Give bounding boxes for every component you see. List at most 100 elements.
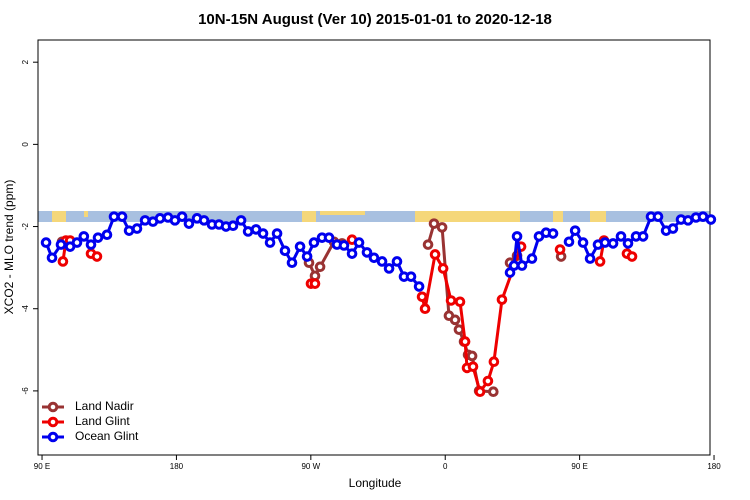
- point: [437, 263, 449, 274]
- point: [577, 237, 589, 248]
- legend-marker: [47, 401, 59, 413]
- point: [131, 223, 143, 234]
- point: [376, 256, 388, 267]
- point: [705, 214, 717, 225]
- point: [198, 215, 210, 226]
- point: [279, 245, 291, 257]
- point: [257, 228, 269, 239]
- y-tick-label: -2: [21, 222, 30, 230]
- point: [78, 231, 90, 242]
- point: [436, 222, 448, 233]
- point: [301, 251, 313, 262]
- x-tick-label: 180: [707, 462, 721, 471]
- x-tick-label: 90 E: [34, 462, 50, 471]
- point: [526, 253, 538, 264]
- legend-label: Ocean Glint: [75, 429, 139, 443]
- point: [309, 278, 321, 289]
- point: [361, 247, 373, 258]
- legend-marker: [47, 416, 59, 428]
- point: [55, 239, 67, 250]
- point: [40, 237, 52, 248]
- point: [413, 281, 425, 292]
- point: [183, 218, 195, 229]
- point: [271, 228, 283, 239]
- point: [391, 256, 403, 267]
- point: [101, 229, 113, 241]
- y-axis-label: XCO2 - MLO trend (ppm): [2, 180, 16, 315]
- y-tick-label: 0: [21, 142, 30, 147]
- point: [116, 211, 128, 222]
- x-tick-label: 0: [443, 462, 448, 471]
- chart-title: 10N-15N August (Ver 10) 2015-01-01 to 20…: [198, 11, 552, 28]
- point: [584, 253, 596, 264]
- point: [383, 263, 395, 274]
- land-patch: [553, 211, 563, 222]
- point: [428, 218, 440, 229]
- point: [637, 231, 649, 242]
- point: [459, 336, 471, 347]
- legend-label: Land Glint: [75, 414, 130, 428]
- point: [563, 236, 575, 248]
- point: [594, 256, 606, 267]
- point: [422, 239, 434, 250]
- land-patch: [302, 211, 316, 222]
- y-tick-label: -6: [21, 387, 30, 395]
- land-patch: [590, 211, 606, 222]
- point: [416, 291, 428, 303]
- point: [308, 237, 320, 248]
- point: [599, 237, 611, 248]
- land-patch: [415, 211, 520, 222]
- point: [368, 252, 380, 264]
- point: [474, 386, 486, 398]
- point: [554, 244, 566, 255]
- legend-label: Land Nadir: [75, 399, 134, 413]
- point: [85, 239, 97, 250]
- point: [154, 213, 166, 224]
- point: [467, 361, 479, 372]
- point: [91, 251, 103, 262]
- point: [346, 248, 358, 259]
- point: [488, 356, 500, 368]
- point: [429, 249, 441, 260]
- point: [482, 375, 494, 387]
- point: [449, 314, 461, 326]
- point: [323, 232, 335, 243]
- point: [445, 295, 457, 306]
- point: [294, 241, 306, 252]
- point: [108, 211, 120, 222]
- point: [264, 237, 276, 248]
- point: [338, 240, 350, 251]
- point: [622, 238, 634, 249]
- point: [466, 350, 478, 362]
- point: [57, 256, 69, 267]
- map-strip: [38, 211, 710, 222]
- point: [547, 228, 559, 239]
- point: [92, 232, 104, 243]
- point: [667, 223, 679, 234]
- land-patch: [52, 211, 66, 222]
- x-tick-label: 90 W: [301, 462, 320, 471]
- point: [71, 237, 83, 248]
- point: [454, 296, 466, 308]
- x-tick-label: 90 E: [571, 462, 587, 471]
- point: [286, 257, 298, 269]
- point: [569, 225, 581, 236]
- plot-frame: [37, 39, 711, 456]
- land-patch: [84, 211, 88, 217]
- point: [139, 215, 151, 226]
- point: [176, 211, 188, 222]
- point: [405, 271, 417, 282]
- point: [607, 238, 619, 249]
- legend-marker: [47, 431, 59, 443]
- point: [314, 261, 326, 273]
- point: [615, 231, 627, 242]
- point: [652, 211, 664, 222]
- y-tick-label: 2: [21, 59, 30, 64]
- point: [235, 215, 247, 226]
- point: [516, 260, 528, 271]
- point: [227, 220, 239, 232]
- x-axis-label: Longitude: [349, 476, 402, 490]
- point: [353, 237, 365, 248]
